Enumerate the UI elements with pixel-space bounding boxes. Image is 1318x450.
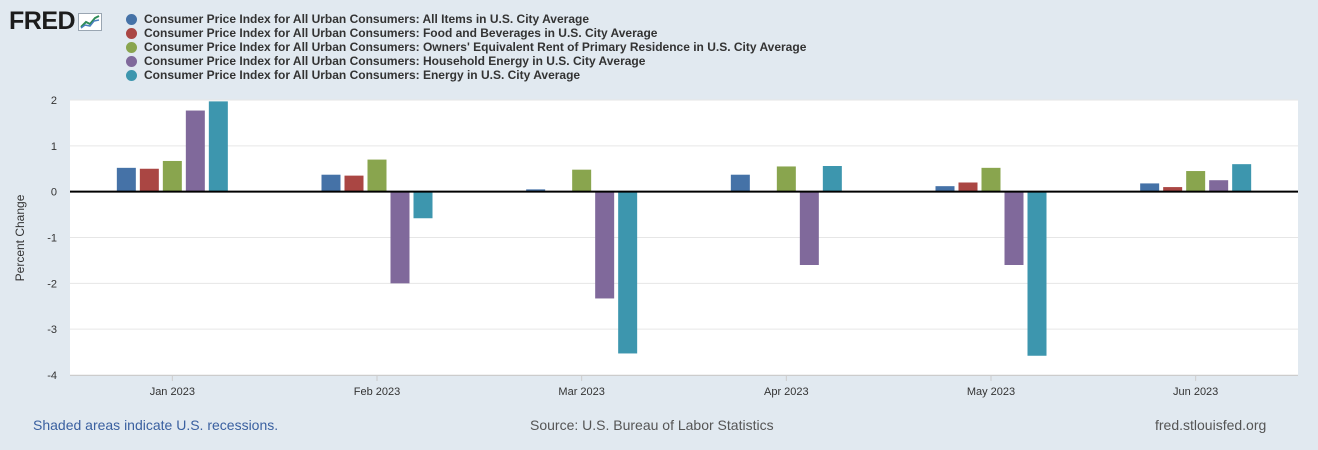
chart-legend: Consumer Price Index for All Urban Consu… [126,12,806,82]
bar[interactable] [526,189,546,192]
bar[interactable] [116,167,136,192]
source-note: Source: U.S. Bureau of Labor Statistics [530,417,774,433]
bar[interactable] [618,191,638,354]
legend-item[interactable]: Consumer Price Index for All Urban Consu… [126,26,806,40]
y-axis-label: Percent Change [13,194,27,281]
bar[interactable] [367,159,387,192]
bar[interactable] [185,110,205,192]
bar[interactable] [413,191,433,219]
bar[interactable] [595,191,615,299]
site-link[interactable]: fred.stlouisfed.org [1155,417,1267,433]
legend-item[interactable]: Consumer Price Index for All Urban Consu… [126,54,806,68]
bar[interactable] [321,174,341,192]
x-tick-label: Jun 2023 [1173,386,1218,398]
bar[interactable] [162,160,182,192]
legend-label: Consumer Price Index for All Urban Consu… [144,54,646,68]
legend-item[interactable]: Consumer Price Index for All Urban Consu… [126,68,806,82]
legend-item[interactable]: Consumer Price Index for All Urban Consu… [126,40,806,54]
bar[interactable] [776,166,796,192]
bar[interactable] [1232,164,1252,192]
legend-marker [126,69,137,81]
axes: Jan 2023 Feb 2023 Mar 2023 Apr 2023 May 2023… [70,190,1298,398]
bar[interactable] [1186,171,1206,192]
bar[interactable] [730,174,750,192]
fred-chart-icon [78,13,103,31]
bar[interactable] [208,101,228,192]
y-tick-label: -1 [47,233,57,245]
y-tick-label: -2 [47,278,57,290]
legend-label: Consumer Price Index for All Urban Consu… [144,68,581,82]
x-tick-label: Mar 2023 [558,386,604,398]
bar[interactable] [572,169,592,192]
bars [116,101,1252,356]
fred-logo-text: FRED [9,7,76,35]
bar[interactable] [1163,187,1183,192]
bar[interactable] [1209,180,1229,192]
bar[interactable] [1140,183,1160,192]
bar[interactable] [1027,191,1047,356]
bar[interactable] [1004,191,1024,265]
y-tick-label: 1 [51,141,57,153]
bar[interactable] [958,182,978,192]
bar[interactable] [799,191,819,265]
bar[interactable] [139,168,159,192]
y-tick-label: -3 [47,324,57,336]
bar[interactable] [822,166,842,192]
legend-label: Consumer Price Index for All Urban Consu… [144,26,658,40]
bar[interactable] [390,191,410,284]
fred-logo[interactable]: FRED [9,7,103,35]
y-tick-label: 2 [51,95,57,107]
bar[interactable] [981,167,1001,192]
recession-note: Shaded areas indicate U.S. recessions. [33,417,279,433]
x-tick-label: Jan 2023 [150,386,195,398]
x-tick-label: Apr 2023 [764,386,809,398]
legend-marker [126,13,137,25]
legend-marker [126,41,137,53]
legend-label: Consumer Price Index for All Urban Consu… [144,12,589,26]
legend-item[interactable]: Consumer Price Index for All Urban Consu… [126,12,806,26]
legend-marker [126,55,137,67]
x-tick-label: May 2023 [967,386,1015,398]
x-tick-label: Feb 2023 [354,386,400,398]
y-tick-label: 0 [51,187,57,199]
y-tick-label: -4 [47,370,57,382]
bar[interactable] [344,175,364,192]
legend-label: Consumer Price Index for All Urban Consu… [144,40,807,54]
bar[interactable] [935,186,955,192]
legend-marker [126,27,137,39]
